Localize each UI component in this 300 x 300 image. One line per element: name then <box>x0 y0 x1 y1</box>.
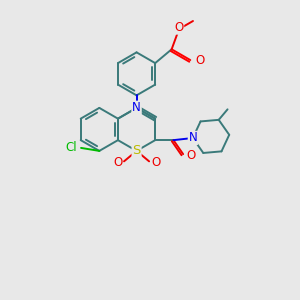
Text: Cl: Cl <box>66 141 77 154</box>
Text: O: O <box>151 156 160 169</box>
Text: N: N <box>132 101 141 114</box>
Text: O: O <box>195 53 205 67</box>
Text: N: N <box>132 101 141 114</box>
Text: N: N <box>188 131 197 145</box>
Text: N: N <box>188 131 197 145</box>
Text: O: O <box>113 156 122 169</box>
Text: O: O <box>174 21 184 34</box>
Text: O: O <box>186 149 195 162</box>
Text: S: S <box>132 144 141 158</box>
Text: S: S <box>132 144 141 158</box>
